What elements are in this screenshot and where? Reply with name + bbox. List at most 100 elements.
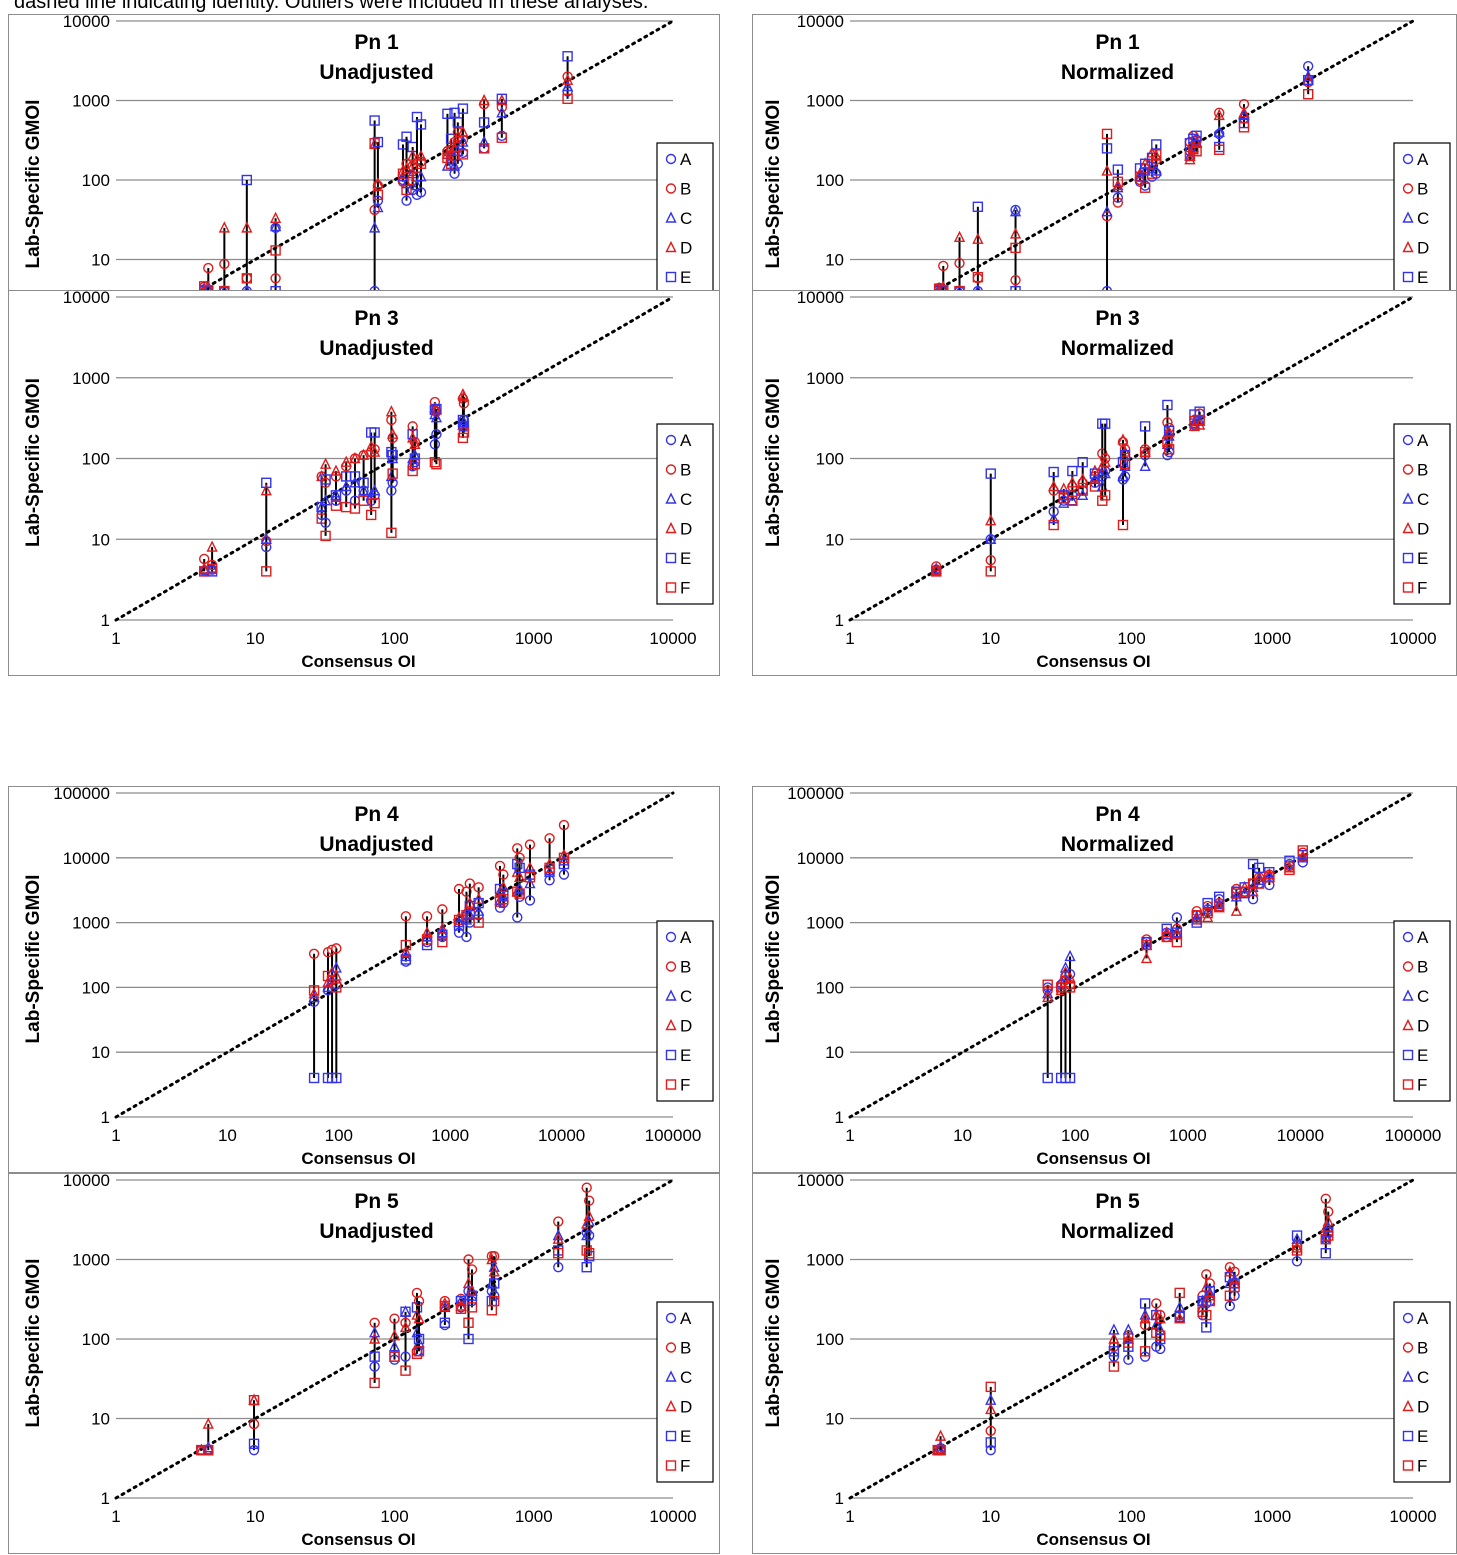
data-point-e — [411, 1302, 423, 1313]
data-point-e — [1042, 1072, 1053, 1084]
data-point-e — [489, 1278, 500, 1289]
legend-label-c: C — [680, 987, 692, 1006]
data-group — [455, 1293, 467, 1314]
data-point-e — [1253, 862, 1265, 874]
data-point-b — [1155, 1309, 1166, 1321]
data-point-e — [1204, 1285, 1215, 1297]
data-point-a — [431, 428, 442, 440]
data-point-e — [1174, 1311, 1185, 1323]
legend-marker-e — [1402, 552, 1414, 564]
data-point-a — [1155, 1343, 1166, 1355]
data-point-c — [1150, 1318, 1162, 1330]
chart-subtitle: Normalized — [1061, 1220, 1174, 1243]
chart-title: Pn 3 — [354, 307, 398, 330]
data-point-d — [1322, 1215, 1334, 1227]
data-point-d — [513, 870, 526, 883]
x-tick-label: 1000 — [1169, 1126, 1207, 1145]
legend-marker-c — [1402, 211, 1414, 223]
legend-label-d: D — [680, 1398, 692, 1417]
legend-label-c: C — [680, 490, 692, 509]
legend-box — [656, 1301, 714, 1483]
chart-subtitle: Normalized — [1061, 337, 1174, 360]
data-point-e — [407, 428, 418, 440]
y-tick-label: 10 — [825, 251, 844, 270]
data-point-e — [457, 103, 469, 114]
legend-marker-b — [1402, 1342, 1414, 1353]
x-tick-label: 10000 — [1389, 629, 1436, 648]
data-point-e — [1202, 897, 1213, 909]
y-tick-label: 10 — [825, 530, 844, 549]
y-tick-label: 10 — [825, 1043, 844, 1062]
data-point-b — [583, 1195, 595, 1206]
legend-marker-f — [1402, 582, 1414, 593]
legend-label-d: D — [1417, 239, 1429, 258]
legend-marker-e — [665, 552, 677, 564]
data-group — [330, 943, 342, 1084]
data-point-b — [1320, 1193, 1331, 1205]
data-point-b — [400, 911, 412, 922]
data-point-c — [478, 135, 490, 147]
data-point-c — [1213, 125, 1225, 137]
data-point-e — [1139, 158, 1151, 169]
data-point-e — [261, 477, 272, 489]
data-group — [357, 448, 370, 506]
data-point-f — [1042, 979, 1053, 990]
legend-marker-b — [665, 464, 677, 475]
data-point-c — [985, 532, 997, 544]
legend-label-f: F — [680, 1457, 690, 1476]
data-group — [413, 1295, 425, 1357]
y-tick-label: 10000 — [797, 849, 844, 868]
y-axis-title: Lab-Specific GMOI — [763, 1259, 784, 1428]
data-point-d — [1238, 106, 1250, 118]
data-point-c — [1042, 987, 1054, 999]
data-point-b — [401, 158, 412, 169]
data-point-d — [409, 437, 421, 449]
data-point-e — [1112, 164, 1124, 175]
x-tick-label: 100 — [380, 1507, 408, 1526]
data-group — [1200, 1269, 1212, 1333]
data-point-f — [1229, 1281, 1240, 1293]
data-point-e — [1163, 425, 1175, 437]
data-group — [473, 882, 485, 928]
data-group — [1139, 421, 1151, 472]
x-axis-title: Consensus OI — [301, 1149, 415, 1168]
y-tick-label: 10000 — [797, 15, 844, 31]
data-group — [1238, 98, 1250, 133]
data-point-f — [985, 566, 996, 577]
data-point-e — [463, 1333, 474, 1345]
data-group — [387, 427, 399, 489]
data-point-f — [1151, 149, 1162, 160]
data-point-e — [985, 468, 996, 479]
data-point-c — [340, 479, 352, 492]
legend-label-d: D — [680, 520, 692, 539]
data-point-c — [260, 532, 272, 544]
x-axis-title: Consensus OI — [1036, 652, 1150, 671]
data-point-d — [436, 922, 448, 934]
legend-marker-a — [665, 434, 677, 446]
data-point-d — [388, 1329, 401, 1341]
y-tick-label: 1000 — [72, 369, 110, 388]
data-point-a — [1171, 912, 1183, 923]
data-point-d — [198, 562, 210, 574]
data-point-d — [1224, 1265, 1236, 1277]
data-point-d — [439, 1296, 451, 1309]
data-group — [1150, 139, 1162, 179]
legend-label-a: A — [680, 928, 692, 947]
data-group — [543, 833, 556, 886]
x-tick-label: 100000 — [645, 1126, 702, 1145]
x-tick-label: 1000 — [1253, 1507, 1291, 1526]
chart-subtitle: Unadjusted — [319, 1220, 433, 1243]
data-point-f — [972, 271, 984, 283]
data-group — [1154, 1309, 1166, 1355]
y-tick-label: 1000 — [806, 369, 844, 388]
data-point-d — [462, 1276, 475, 1289]
data-point-b — [512, 843, 523, 854]
data-point-e — [401, 131, 412, 142]
y-tick-label: 10000 — [63, 15, 110, 31]
data-group — [1194, 406, 1206, 430]
data-point-a — [1139, 1351, 1151, 1362]
data-point-b — [261, 535, 272, 547]
data-point-f — [1139, 446, 1151, 458]
x-tick-label: 10000 — [538, 1126, 585, 1145]
data-point-e — [439, 1317, 451, 1328]
